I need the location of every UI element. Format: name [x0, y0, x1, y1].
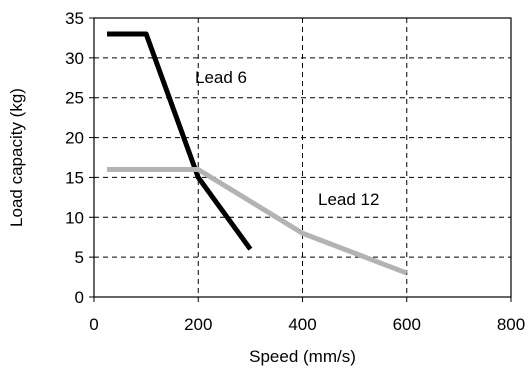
x-axis-ticks: 0 200 400 600 800 — [89, 297, 525, 334]
x-tick-label: 200 — [184, 315, 212, 334]
y-axis-label: Load capacity (kg) — [7, 88, 26, 227]
y-tick-label: 15 — [65, 168, 84, 187]
x-tick-label: 0 — [89, 315, 98, 334]
series-label: Lead 12 — [318, 190, 379, 209]
x-axis-label: Speed (mm/s) — [249, 347, 356, 366]
y-tick-label: 20 — [65, 129, 84, 148]
series-lines — [107, 31, 408, 276]
y-tick-label: 30 — [65, 49, 84, 68]
y-tick-label: 25 — [65, 89, 84, 108]
y-tick-label: 0 — [75, 288, 84, 307]
y-tick-label: 5 — [75, 248, 84, 267]
grid-lines — [94, 18, 511, 297]
y-axis-ticks: 0 5 10 15 20 25 30 35 — [65, 9, 94, 307]
series-labels: Lead 6 Lead 12 — [195, 68, 379, 209]
y-tick-label: 35 — [65, 9, 84, 28]
x-tick-label: 800 — [497, 315, 525, 334]
y-tick-label: 10 — [65, 208, 84, 227]
x-tick-label: 400 — [288, 315, 316, 334]
series-line-lead-6 — [107, 31, 253, 251]
x-tick-label: 600 — [393, 315, 421, 334]
series-line-lead-12 — [107, 166, 408, 276]
series-label: Lead 6 — [195, 68, 247, 87]
